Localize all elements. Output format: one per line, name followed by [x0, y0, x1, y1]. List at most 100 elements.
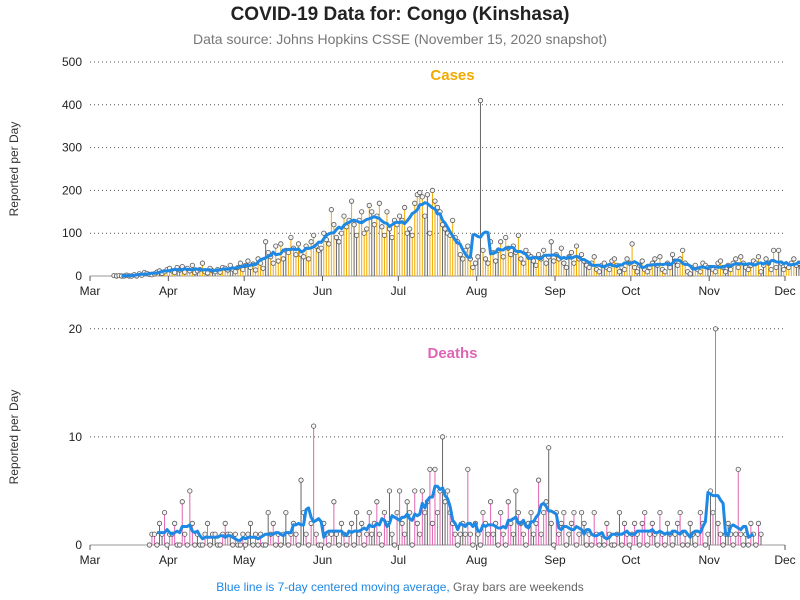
bar-marker	[685, 542, 691, 548]
bar-marker	[396, 488, 403, 494]
bar-marker	[427, 466, 433, 472]
bar-marker	[584, 542, 590, 548]
bar-marker	[771, 247, 777, 253]
bar-marker	[432, 466, 438, 472]
bar-marker	[530, 258, 537, 264]
bar-marker	[619, 542, 625, 548]
bar-marker	[477, 97, 484, 104]
bar-marker	[412, 488, 418, 494]
bar-marker	[333, 531, 340, 537]
bar-marker	[558, 520, 564, 526]
bar-marker	[384, 209, 390, 215]
bar-marker	[237, 260, 243, 266]
bar-marker	[237, 542, 243, 548]
bar-marker	[485, 531, 491, 537]
bar-marker	[781, 266, 787, 273]
bar-marker	[578, 252, 585, 258]
bar-marker	[338, 520, 345, 526]
bar-marker	[199, 260, 206, 266]
bar-marker	[510, 531, 516, 537]
page-title: COVID-19 Data for: Congo (Kinshasa)	[230, 4, 570, 25]
bar-marker	[439, 434, 446, 440]
bar-marker	[515, 232, 521, 238]
bar-marker	[561, 509, 567, 516]
bar-marker	[432, 198, 438, 204]
bar-marker	[311, 232, 317, 238]
bar-marker	[523, 247, 529, 253]
bar-marker	[306, 542, 312, 548]
bar-marker	[338, 230, 345, 236]
bar-marker	[535, 477, 542, 483]
bar-marker	[674, 262, 681, 268]
bar-marker	[654, 542, 660, 548]
bar-marker	[776, 247, 782, 253]
bar-marker	[156, 520, 163, 526]
bar-marker	[427, 230, 433, 236]
bar-marker	[328, 531, 334, 537]
bar-marker	[445, 488, 451, 494]
bar-marker	[669, 252, 676, 258]
y-tick-label: 300	[62, 141, 82, 155]
bar-marker	[333, 234, 340, 241]
bar-marker	[295, 241, 302, 247]
bar-marker	[508, 252, 514, 258]
bar-marker	[773, 264, 779, 271]
bar-marker	[187, 488, 193, 494]
bar-marker	[288, 234, 294, 241]
bar-marker	[664, 520, 671, 526]
bar-marker	[581, 520, 587, 526]
y-tick-label: 0	[75, 269, 82, 283]
bar-marker	[561, 260, 567, 266]
bar-marker	[217, 542, 223, 548]
bar-marker	[376, 531, 382, 537]
bar-marker	[252, 267, 259, 273]
moving-average-line	[157, 484, 755, 542]
x-tick-label: Sep	[544, 553, 566, 567]
bar-marker	[710, 509, 716, 516]
y-tick-label: 100	[62, 226, 82, 240]
chart-panel-deaths: 0 10 20 Mar Apr May Jun Jul Aug Sep Oct Nov Dec Repor…	[7, 322, 796, 567]
bar-marker	[422, 509, 428, 516]
bar-marker	[354, 232, 360, 238]
bar-marker	[498, 239, 504, 245]
x-tick-label: Mar	[80, 553, 101, 567]
bar-marker	[298, 477, 304, 483]
bar-marker	[723, 269, 729, 275]
bar-marker	[503, 542, 509, 548]
page-subtitle: Data source: Johns Hopkins CSSE (Novembe…	[193, 31, 607, 47]
bar-marker	[692, 262, 698, 268]
bar-marker	[637, 542, 643, 548]
bar-marker	[712, 326, 719, 332]
bar-marker	[351, 542, 357, 548]
bar-marker	[791, 256, 797, 262]
bar-marker	[222, 520, 228, 526]
bar-marker	[331, 222, 337, 228]
bar-marker	[300, 254, 307, 260]
bar-marker	[409, 232, 415, 238]
bar-marker	[720, 542, 726, 548]
bar-marker	[462, 531, 468, 537]
bar-marker	[632, 264, 638, 271]
bar-marker	[680, 247, 686, 253]
moving-average-note: Blue line is 7-day centered moving avera…	[216, 580, 450, 594]
bar-marker	[480, 509, 486, 516]
bar-marker	[389, 234, 395, 241]
bar-marker	[429, 520, 436, 526]
bar-marker	[356, 531, 362, 537]
bar-marker	[207, 542, 213, 548]
bar-marker	[232, 531, 238, 537]
bar-marker	[533, 262, 539, 268]
bar-marker	[546, 445, 552, 451]
bar-marker	[573, 542, 580, 548]
bar-marker	[745, 266, 751, 273]
bar-marker	[424, 192, 430, 198]
bar-marker	[758, 531, 764, 537]
bar-marker	[639, 258, 645, 264]
bar-marker	[354, 509, 360, 516]
bar-marker	[252, 531, 259, 537]
bar-marker	[460, 256, 466, 262]
bar-marker	[467, 531, 473, 537]
bar-marker	[687, 520, 693, 526]
bar-marker	[573, 243, 580, 249]
